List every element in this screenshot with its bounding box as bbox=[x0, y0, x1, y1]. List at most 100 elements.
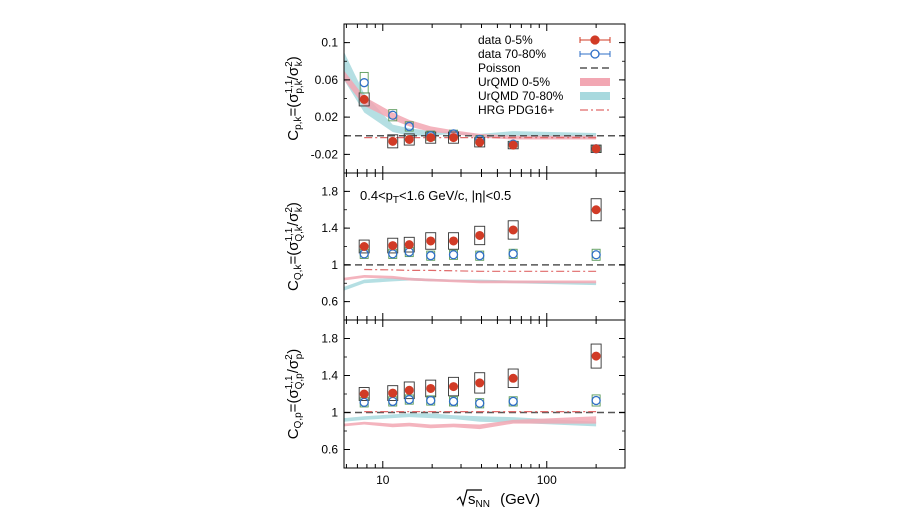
central-sys-box bbox=[507, 220, 519, 240]
central-sys-box bbox=[474, 225, 486, 246]
y-tick-label: 1.4 bbox=[321, 369, 338, 383]
panel-2: 0.6 1 1.4 1.8 CQ,k=(σ1,1Q,k/σ2k) bbox=[284, 172, 626, 321]
central-point bbox=[404, 240, 414, 250]
ylabel-main: C bbox=[285, 280, 302, 291]
peripheral-point bbox=[508, 396, 518, 407]
central-point bbox=[475, 378, 485, 388]
central-point bbox=[475, 137, 485, 147]
ylabel-den-sup: 2 bbox=[284, 207, 295, 213]
ylabel-eq: =(σ bbox=[285, 241, 302, 265]
x-axis-label-text: sNN (GeV) bbox=[468, 491, 540, 510]
peripheral-point bbox=[475, 251, 485, 261]
peripheral-point bbox=[475, 398, 485, 408]
peripheral-point bbox=[426, 395, 436, 406]
peripheral-point bbox=[404, 394, 414, 405]
ylabel-sub: Q,p bbox=[293, 412, 304, 429]
ylabel-den-sub: p bbox=[294, 353, 305, 359]
central-point bbox=[426, 383, 436, 393]
annotation-sub: T bbox=[393, 195, 399, 206]
central-point bbox=[426, 236, 436, 246]
central-sys-box bbox=[590, 198, 602, 222]
x-tick-label: 10 bbox=[376, 473, 390, 487]
ylabel-close: ) bbox=[285, 56, 302, 61]
central-sys-box bbox=[358, 387, 370, 401]
plot-area: -0.020.020.060.1Cp,k=(σ1,1p,k/σ2k)0.611.… bbox=[284, 23, 626, 510]
x-axis-label: sNN (GeV) bbox=[456, 489, 540, 510]
central-point bbox=[404, 134, 414, 144]
ylabel-close: ) bbox=[285, 349, 302, 354]
urqmd-central-band bbox=[344, 416, 597, 430]
ylabel-mid: /σ bbox=[285, 359, 302, 373]
xlabel-unit: (GeV) bbox=[496, 491, 540, 508]
central-sys-box bbox=[448, 131, 459, 144]
legend-label: UrQMD 0-5% bbox=[478, 75, 550, 89]
kinematic-annotation: 0.4<pT<1.6 GeV/c, |η|<0.5 bbox=[360, 188, 511, 206]
central-sys-box bbox=[403, 236, 415, 253]
panel-inner bbox=[344, 51, 625, 154]
central-point bbox=[359, 242, 369, 251]
annotation-text: 0.4<p bbox=[360, 188, 393, 203]
legend-marker bbox=[590, 49, 600, 59]
peripheral-point bbox=[591, 250, 601, 260]
peripheral-point bbox=[388, 110, 398, 120]
legend-label: data 0-5% bbox=[478, 33, 533, 47]
panel-1: -0.020.020.060.1Cp,k=(σ1,1p,k/σ2k) bbox=[284, 23, 626, 174]
central-sys-box bbox=[403, 381, 415, 400]
y-tick-label: 0.6 bbox=[321, 443, 338, 457]
legend-label: data 70-80% bbox=[478, 47, 546, 61]
central-point bbox=[388, 136, 398, 146]
central-sys-box bbox=[358, 239, 370, 254]
central-point bbox=[591, 144, 601, 154]
ylabel-num-sup: 1,1 bbox=[284, 79, 295, 93]
central-sys-box bbox=[387, 385, 399, 401]
y-axis-label: CQ,k=(σ1,1Q,k/σ2k) bbox=[284, 202, 305, 291]
peripheral-point bbox=[448, 396, 459, 407]
ylabel-den-sup: 2 bbox=[284, 354, 295, 360]
legend-marker bbox=[590, 35, 600, 45]
central-sys-box bbox=[474, 372, 486, 394]
central-point bbox=[388, 388, 398, 398]
ylabel-den-sup: 2 bbox=[284, 61, 295, 67]
central-point bbox=[508, 373, 518, 383]
central-point bbox=[508, 140, 518, 150]
urqmd-central-band bbox=[344, 70, 597, 140]
ylabel-eq: =(σ bbox=[285, 389, 302, 413]
peripheral-point bbox=[508, 249, 518, 259]
legend-band bbox=[580, 78, 610, 86]
legend-label: UrQMD 70-80% bbox=[478, 89, 564, 103]
ylabel-mid: /σ bbox=[285, 212, 302, 226]
central-point bbox=[388, 241, 398, 251]
central-point bbox=[449, 236, 459, 246]
legend-label: Poisson bbox=[478, 61, 521, 75]
y-tick-label: 0.6 bbox=[321, 295, 338, 309]
ylabel-close: ) bbox=[285, 202, 302, 207]
y-tick-label: 1 bbox=[331, 406, 338, 420]
legend-band bbox=[580, 92, 610, 100]
xlabel-main: s bbox=[468, 491, 476, 508]
peripheral-point bbox=[404, 121, 414, 132]
y-tick-label: 1 bbox=[331, 258, 338, 272]
panel-inner bbox=[344, 198, 625, 291]
ylabel-main: C bbox=[285, 428, 302, 439]
peripheral-point bbox=[426, 251, 436, 261]
y-tick-label: 1.4 bbox=[321, 221, 338, 235]
y-tick-label: 0.1 bbox=[321, 36, 338, 50]
ylabel-num-sub: Q,k bbox=[294, 225, 305, 242]
central-sys-box bbox=[474, 137, 486, 148]
central-sys-box bbox=[507, 368, 519, 388]
peripheral-point bbox=[591, 395, 601, 406]
central-point bbox=[449, 133, 459, 143]
ylabel-sub: Q,k bbox=[293, 264, 304, 281]
central-point bbox=[449, 382, 459, 392]
peripheral-point bbox=[359, 78, 369, 88]
central-sys-box bbox=[448, 376, 459, 397]
legend-label: HRG PDG16+ bbox=[478, 103, 554, 117]
y-tick-label: 0.06 bbox=[315, 73, 339, 87]
central-point bbox=[359, 389, 369, 399]
central-point bbox=[508, 225, 518, 235]
y-tick-label: 1.8 bbox=[321, 184, 338, 198]
central-point bbox=[591, 205, 601, 215]
peripheral-point bbox=[448, 250, 459, 260]
